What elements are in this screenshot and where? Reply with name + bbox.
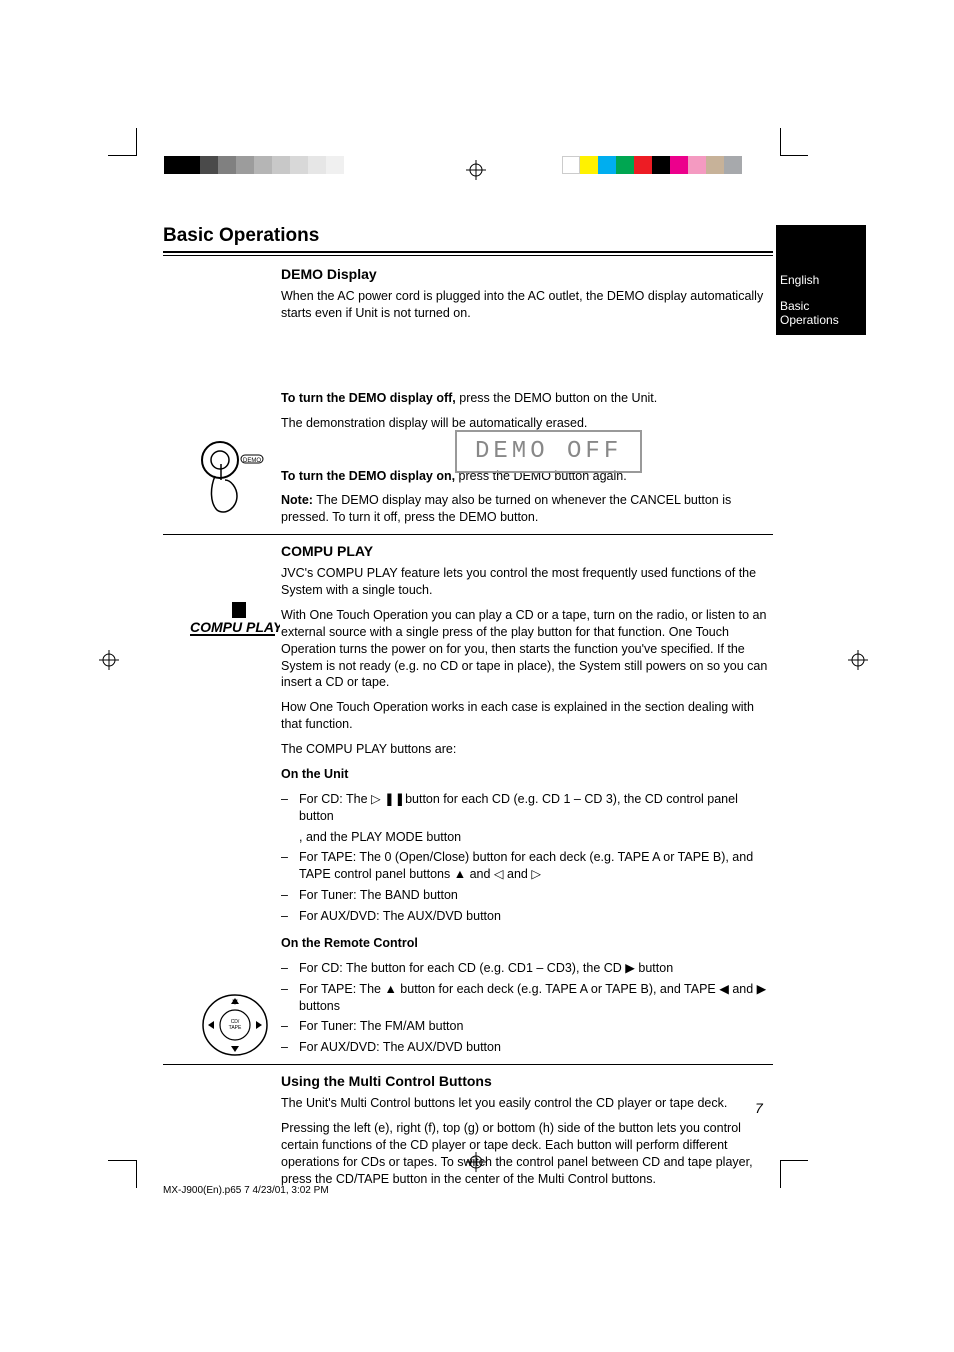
registration-mark-icon — [848, 650, 868, 670]
divider — [163, 534, 773, 535]
list-item: –For TAPE: The ▲ button for each deck (e… — [281, 981, 773, 1015]
demo-button-illustration: DEMO — [195, 438, 270, 523]
body-text: The DEMO display may also be turned on w… — [281, 493, 731, 524]
play-icon: ▶ — [625, 961, 635, 975]
body-text: The demonstration display will be automa… — [281, 415, 773, 432]
section-heading-demo: DEMO Display — [281, 266, 773, 282]
list-item: –For AUX/DVD: The AUX/DVD button — [281, 908, 773, 925]
subheading: On the Remote Control — [281, 935, 773, 952]
left-arrow-icon: ◁ — [494, 867, 504, 881]
body-text: JVC's COMPU PLAY feature lets you contro… — [281, 565, 773, 599]
list-item: –For TAPE: The 0 (Open/Close) button for… — [281, 849, 773, 883]
side-tab: English Basic Operations — [776, 225, 866, 335]
right-arrow-icon: ▷ — [531, 867, 541, 881]
demo-label: DEMO — [243, 458, 261, 464]
right-arrow-icon: ▶ — [757, 982, 767, 996]
list-item: , and the PLAY MODE button — [281, 829, 773, 846]
crop-mark — [780, 155, 808, 156]
body-text: press the DEMO button on the Unit. — [456, 391, 658, 405]
colorbar-left-grayscale — [164, 156, 354, 174]
registration-mark-icon — [99, 650, 119, 670]
body-text: Pressing the left (e), right (f), top (g… — [281, 1120, 773, 1188]
svg-text:PLAY: PLAY — [246, 619, 280, 635]
divider — [163, 251, 773, 253]
crop-mark — [136, 128, 137, 156]
subheading: On the Unit — [281, 766, 773, 783]
body-text: When the AC power cord is plugged into t… — [281, 288, 773, 322]
divider — [163, 1064, 773, 1065]
left-arrow-icon: ◀ — [719, 982, 729, 996]
compu-play-logo: COMPU PLAY — [190, 602, 280, 642]
body-text: The Unit's Multi Control buttons let you… — [281, 1095, 773, 1112]
bold-label: Note: — [281, 493, 313, 507]
lcd-display: DEMO OFF — [455, 430, 642, 473]
bold-label: To turn the DEMO display off, — [281, 391, 456, 405]
list-item: –For Tuner: The BAND button — [281, 887, 773, 904]
list-item: –For AUX/DVD: The AUX/DVD button — [281, 1039, 773, 1056]
bold-label: To turn the DEMO display on, — [281, 469, 455, 483]
crop-mark — [108, 1160, 136, 1161]
svg-text:TAPE: TAPE — [229, 1025, 242, 1031]
list-item: –For CD: The ▷ ❚❚button for each CD (e.g… — [281, 791, 773, 825]
play-pause-icon: ▷ ❚❚ — [371, 792, 405, 806]
side-tab-line2: Basic Operations — [780, 299, 862, 327]
body-text: Note: The DEMO display may also be turne… — [281, 492, 773, 526]
multi-control-dpad-illustration: CD/ TAPE — [200, 990, 270, 1060]
footer-filepath: MX-J900(En).p65 7 4/23/01, 3:02 PM — [163, 1185, 329, 1196]
registration-mark-icon — [466, 160, 486, 180]
crop-mark — [108, 155, 136, 156]
page-title: Basic Operations — [163, 225, 773, 247]
body-text: The COMPU PLAY buttons are: — [281, 741, 773, 758]
crop-mark — [780, 1160, 781, 1188]
section-heading-multicontrol: Using the Multi Control Buttons — [281, 1073, 773, 1089]
divider — [163, 255, 773, 256]
body-text: With One Touch Operation you can play a … — [281, 607, 773, 691]
list-item: –For Tuner: The FM/AM button — [281, 1018, 773, 1035]
colorbar-right-colors — [562, 156, 782, 174]
body-text: How One Touch Operation works in each ca… — [281, 699, 773, 733]
side-tab-line1: English — [780, 273, 862, 287]
crop-mark — [136, 1160, 137, 1188]
list-item: –For CD: The button for each CD (e.g. CD… — [281, 960, 773, 977]
crop-mark — [780, 128, 781, 156]
page-number: 7 — [755, 1100, 763, 1116]
body-text: To turn the DEMO display off, press the … — [281, 390, 773, 407]
eject-icon: ▲ — [384, 982, 396, 996]
svg-text:COMPU: COMPU — [190, 619, 243, 635]
section-heading-compuplay: COMPU PLAY — [281, 543, 773, 559]
eject-icon: ▲ — [454, 867, 466, 881]
crop-mark — [780, 1160, 808, 1161]
